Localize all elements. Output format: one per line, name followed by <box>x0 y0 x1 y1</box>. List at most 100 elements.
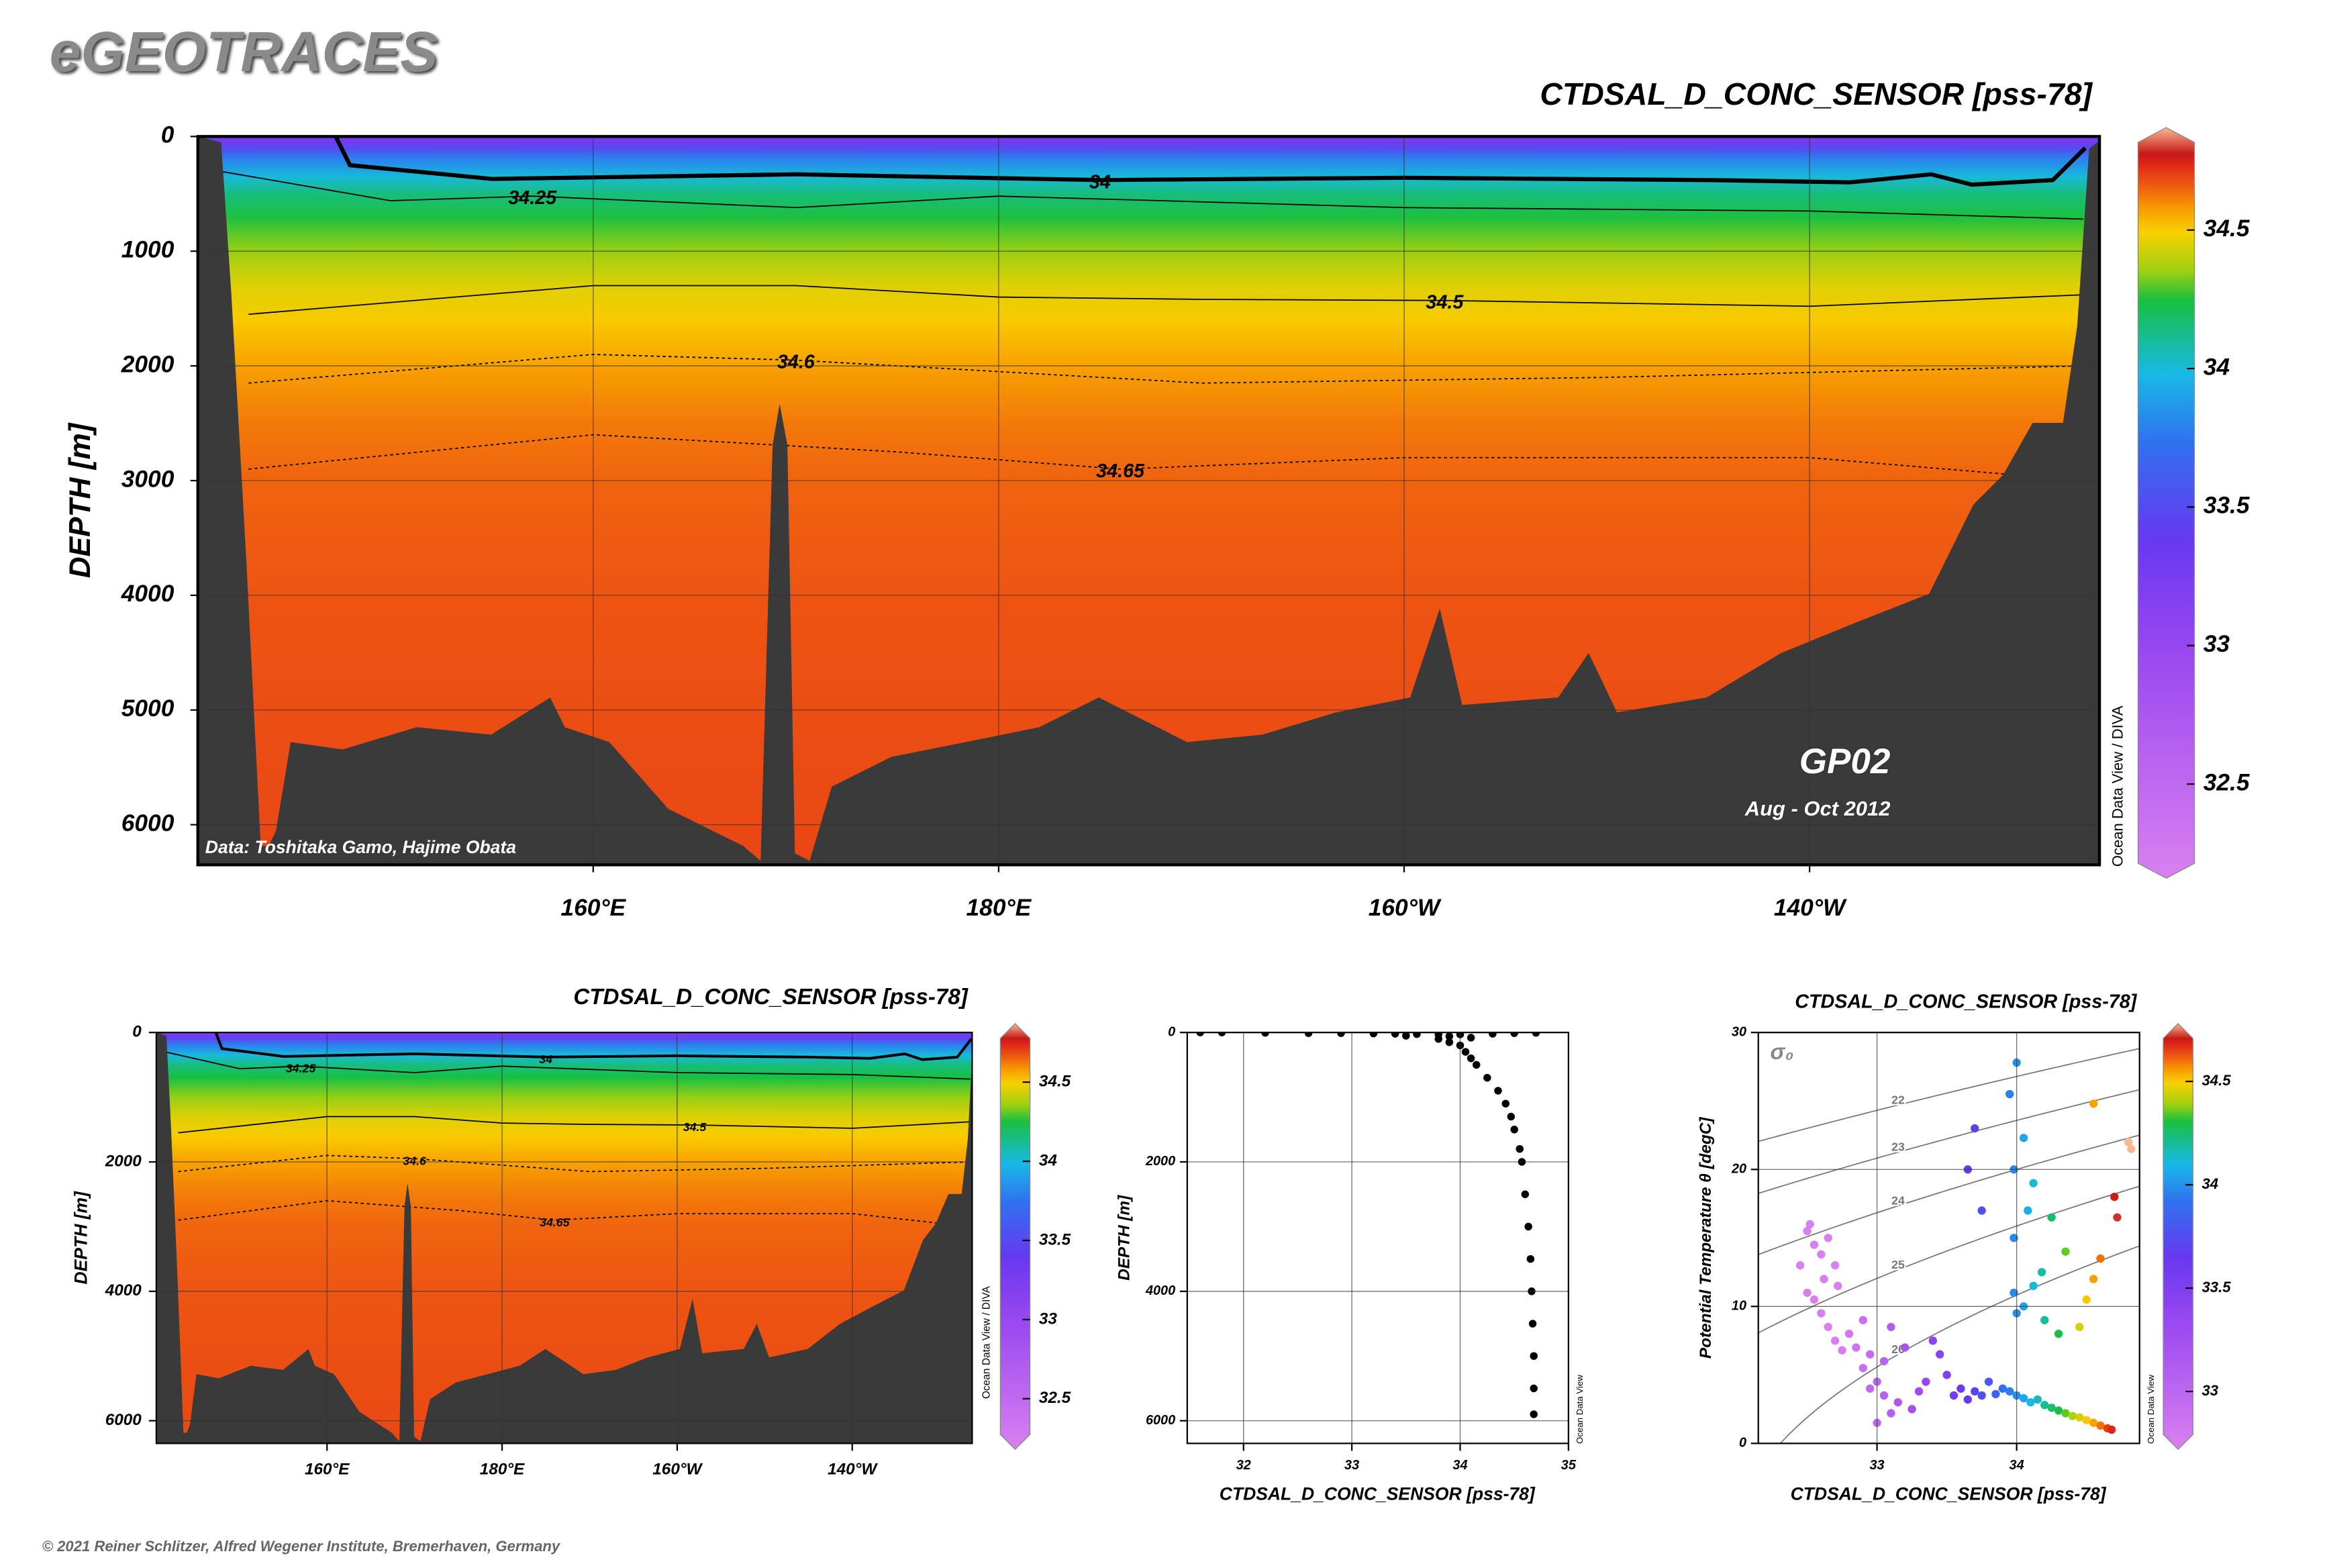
colorbar <box>2163 1022 2193 1451</box>
data-point <box>2010 1234 2018 1242</box>
data-point <box>2096 1254 2105 1263</box>
data-point <box>1865 1384 1875 1393</box>
data-point <box>1991 1389 2000 1399</box>
y-axis-label: Potential Temperature θ [degC] <box>1697 1117 1715 1359</box>
x-tick-label: 33 <box>1344 1458 1359 1473</box>
section-field: 34 34.25 34.5 34.6 34.65 <box>156 1032 973 1444</box>
data-point <box>2075 1413 2084 1422</box>
colorbar-tick-label: 33 <box>2202 1382 2219 1399</box>
data-point <box>2110 1192 2119 1202</box>
data-point <box>1530 1352 1538 1360</box>
data-point <box>2006 1089 2014 1099</box>
data-point <box>1928 1336 1937 1345</box>
y-tick-label: 30 <box>1732 1024 1746 1039</box>
plot-area <box>1196 1032 1540 1418</box>
colorbar-tick-label: 33.5 <box>2204 493 2250 519</box>
data-point <box>2075 1322 2084 1332</box>
data-point <box>2040 1316 2049 1324</box>
data-point <box>1859 1316 1867 1324</box>
data-point <box>1507 1112 1516 1121</box>
contour-line <box>178 1155 971 1173</box>
data-point <box>1532 1032 1540 1037</box>
x-tick-label: 180°E <box>480 1461 525 1479</box>
data-point <box>1824 1322 1832 1332</box>
data-point <box>1887 1409 1895 1418</box>
watermark: Ocean Data View <box>1575 1375 1585 1444</box>
data-point <box>2089 1099 2098 1108</box>
data-point <box>1528 1320 1537 1328</box>
contour-line <box>334 136 2087 187</box>
data-point <box>1803 1226 1812 1236</box>
isopycnal <box>1758 1048 2140 1142</box>
colorbar <box>999 1022 1031 1451</box>
data-point <box>1467 1054 1475 1063</box>
x-tick-label: 160°W <box>1369 895 1442 921</box>
data-point <box>1834 1281 1842 1290</box>
chart-title: CTDSAL_D_CONC_SENSOR [pss-78] <box>1540 77 2093 111</box>
data-point <box>1805 1220 1814 1229</box>
colorbar-tick-label: 32.5 <box>2204 769 2250 795</box>
data-point <box>2107 1425 2116 1434</box>
plot-frame <box>155 1032 973 1444</box>
data-point <box>1524 1222 1532 1231</box>
data-point <box>1908 1405 1916 1414</box>
data-point <box>2047 1404 2056 1412</box>
data-point <box>1900 1343 1910 1352</box>
data-point <box>1413 1032 1421 1038</box>
data-point <box>1526 1255 1535 1263</box>
data-point <box>1830 1261 1840 1270</box>
contour-label: 34.25 <box>286 1061 316 1075</box>
data-point <box>2082 1416 2091 1424</box>
plot-frame <box>1186 1032 1569 1444</box>
data-point <box>1838 1346 1846 1355</box>
colorbar-tick-label: 32.5 <box>1039 1389 1071 1407</box>
bathymetry <box>199 136 2100 865</box>
data-credit: Data: Toshitaka Gamo, Hajime Obata <box>205 837 516 857</box>
contour-label: 34.65 <box>540 1216 570 1229</box>
x-axis-label: CTDSAL_D_CONC_SENSOR [pss-78] <box>1791 1484 2107 1504</box>
x-tick-label: 34 <box>2010 1458 2024 1473</box>
colorbar-tick-label: 34.5 <box>1039 1073 1071 1091</box>
contour-label: 34.25 <box>508 187 557 209</box>
data-point <box>1865 1350 1875 1359</box>
data-point <box>1810 1295 1819 1304</box>
data-point <box>1402 1032 1410 1040</box>
data-point <box>1489 1032 1497 1038</box>
data-point <box>1879 1357 1889 1366</box>
y-tick-label: 20 <box>1731 1161 1746 1176</box>
data-point <box>1304 1032 1313 1037</box>
y-axis-label: DEPTH [m] <box>70 1191 91 1285</box>
x-tick-label: 140°W <box>1774 895 1847 921</box>
data-point <box>2040 1401 2049 1410</box>
y-tick-label: 6000 <box>121 810 175 836</box>
y-tick-label: 3000 <box>121 466 175 492</box>
data-point <box>2061 1409 2070 1418</box>
data-point <box>2024 1206 2032 1215</box>
data-point <box>1530 1410 1538 1418</box>
y-tick-label: 2000 <box>105 1152 142 1170</box>
data-point <box>1820 1275 1828 1283</box>
chart-title: CTDSAL_D_CONC_SENSOR [pss-78] <box>1795 991 2137 1013</box>
watermark: Ocean Data View <box>2146 1375 2156 1444</box>
isopycnal-label: 22 <box>1891 1093 1905 1106</box>
isopycnal <box>1779 1245 2140 1444</box>
data-point <box>1852 1343 1861 1352</box>
data-point <box>1887 1322 1895 1332</box>
isopycnal <box>1758 1185 2140 1334</box>
data-point <box>1998 1384 2007 1393</box>
contour-label: 34.6 <box>403 1154 426 1167</box>
y-tick-label: 4000 <box>121 581 175 607</box>
contour-line <box>164 1051 971 1080</box>
plot-frame <box>196 135 2101 867</box>
y-tick-label: 0 <box>1168 1024 1175 1039</box>
data-point <box>2006 1387 2014 1396</box>
section-field: 34 34.25 34.5 34.6 34.65 <box>197 136 2100 865</box>
isopycnal <box>1758 1089 2140 1194</box>
data-point <box>1391 1032 1399 1038</box>
contour-line <box>217 170 2083 220</box>
y-tick-label: 1000 <box>121 237 175 263</box>
data-point <box>1984 1377 1993 1386</box>
data-point <box>1971 1387 1979 1396</box>
data-point <box>1261 1032 1269 1037</box>
data-point <box>1817 1309 1826 1318</box>
